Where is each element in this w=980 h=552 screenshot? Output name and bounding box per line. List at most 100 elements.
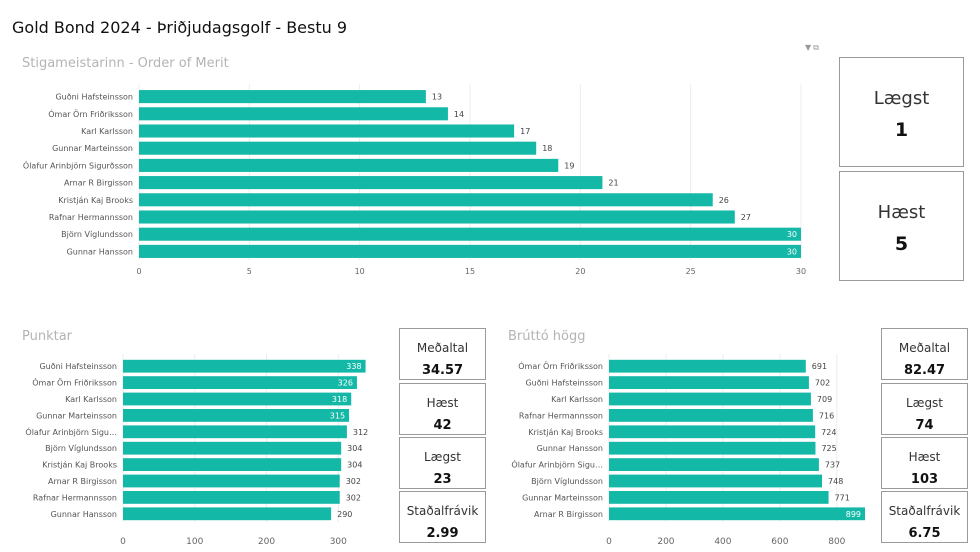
data-label: 312	[353, 428, 368, 437]
category-label: Karl Karlsson	[551, 395, 603, 404]
data-label: 18	[542, 144, 552, 153]
category-label: Gunnar Hansson	[67, 247, 133, 256]
data-label: 338	[346, 362, 361, 371]
x-tick-label: 400	[714, 537, 731, 547]
bar	[609, 425, 816, 439]
order-of-merit-title: Stigameistarinn - Order of Merit	[22, 56, 229, 71]
bar	[123, 392, 352, 406]
lowest-label: Lægst	[873, 88, 930, 109]
brutto-lowest-value: 74	[915, 418, 934, 433]
highest-value: 5	[894, 233, 909, 255]
x-tick-label: 25	[686, 267, 696, 276]
category-label: Gunnar Hansson	[537, 444, 603, 453]
category-label: Arnar R Birgisson	[48, 477, 117, 486]
bar	[123, 359, 366, 373]
data-label: 304	[347, 444, 362, 453]
category-label: Rafnar Hermannsson	[49, 213, 133, 222]
category-label: Ólafur Arinbjörn Sigu…	[25, 426, 117, 437]
data-label: 304	[347, 461, 362, 470]
data-label: 771	[835, 493, 850, 502]
visual-header-icons: ▼⧉	[805, 43, 821, 53]
data-label: 302	[346, 493, 361, 502]
bar	[139, 90, 426, 104]
category-label: Arnar R Birgisson	[64, 179, 133, 188]
brutto-average-card: Meðaltal 82.47	[881, 328, 968, 380]
x-tick-label: 800	[828, 537, 845, 547]
x-tick-label: 300	[330, 537, 347, 547]
bar	[123, 376, 357, 389]
bar	[609, 392, 811, 406]
brutto-highest-value: 103	[910, 472, 939, 487]
x-tick-label: 10	[355, 267, 365, 276]
category-label: Rafnar Hermannsson	[519, 411, 603, 420]
punktar-stddev-card: Staðalfrávik 2.99	[399, 491, 486, 543]
x-tick-label: 0	[136, 267, 141, 276]
punktar-lowest-value: 23	[433, 472, 452, 487]
category-label: Ómar Örn Friðriksson	[518, 360, 603, 371]
x-tick-label: 15	[465, 267, 475, 276]
bar	[609, 376, 809, 389]
punktar-highest-label: Hæst	[426, 396, 459, 410]
bar	[139, 227, 801, 241]
highest-card: Hæst 5	[839, 171, 964, 281]
category-label: Arnar R Birgisson	[534, 510, 603, 519]
x-tick-label: 100	[186, 537, 203, 547]
category-label: Karl Karlsson	[65, 395, 117, 404]
bar	[123, 441, 342, 455]
category-label: Kristján Kaj Brooks	[42, 461, 117, 470]
bar	[139, 141, 537, 155]
bar	[609, 409, 813, 422]
punktar-lowest-label: Lægst	[423, 450, 462, 464]
category-label: Kristján Kaj Brooks	[58, 196, 133, 205]
bar	[123, 491, 340, 504]
filter-icon[interactable]: ▼	[805, 43, 814, 52]
bar	[609, 458, 819, 471]
punktar-highest-card: Hæst 42	[399, 383, 486, 435]
bar	[139, 158, 559, 172]
focus-mode-icon[interactable]: ⧉	[813, 43, 821, 52]
data-label: 724	[821, 428, 836, 437]
data-label: 691	[812, 362, 827, 371]
page-title: Gold Bond 2024 - Þriðjudagsgolf - Bestu …	[12, 18, 348, 37]
data-label: 737	[825, 461, 840, 470]
x-tick-label: 5	[247, 267, 252, 276]
x-tick-label: 0	[606, 537, 612, 547]
data-label: 709	[817, 395, 832, 404]
brutto-title: Brúttó högg	[508, 329, 586, 344]
data-label: 315	[330, 411, 345, 420]
x-tick-label: 200	[657, 537, 674, 547]
data-label: 21	[608, 179, 618, 188]
punktar-average-card: Meðaltal 34.57	[399, 328, 486, 380]
punktar-title: Punktar	[22, 329, 73, 344]
brutto-stddev-value: 6.75	[908, 526, 941, 541]
x-tick-label: 200	[258, 537, 275, 547]
brutto-stddev-card: Staðalfrávik 6.75	[881, 491, 968, 543]
punktar-average-value: 34.57	[421, 363, 464, 378]
data-label: 14	[454, 110, 464, 119]
brutto-average-value: 82.47	[903, 363, 946, 378]
brutto-chart: 0 200 400 600 800 Ómar Örn Friðriksson 691 Guðn…	[511, 354, 866, 547]
bar	[123, 409, 350, 422]
bar	[139, 107, 448, 121]
category-label: Rafnar Hermannsson	[33, 493, 117, 502]
brutto-lowest-label: Lægst	[905, 396, 944, 410]
bar	[609, 474, 823, 488]
data-label: 26	[719, 196, 729, 205]
category-label: Gunnar Marteinsson	[52, 144, 133, 153]
data-label: 702	[815, 379, 830, 388]
category-label: Ómar Örn Friðriksson	[32, 377, 117, 388]
brutto-lowest-card: Lægst 74	[881, 383, 968, 435]
data-label: 899	[846, 510, 861, 519]
bar	[609, 441, 816, 455]
data-label: 30	[787, 247, 797, 256]
category-label: Guðni Hafsteinsson	[525, 379, 603, 388]
punktar-lowest-card: Lægst 23	[399, 437, 486, 489]
punktar-stddev-value: 2.99	[426, 526, 459, 541]
data-label: 17	[520, 127, 530, 136]
bar	[139, 176, 603, 190]
bar	[609, 491, 829, 504]
data-label: 318	[332, 395, 347, 404]
brutto-highest-card: Hæst 103	[881, 437, 968, 489]
x-tick-label: 0	[120, 537, 126, 547]
category-label: Ólafur Arinbjörn Sigurðsson	[23, 159, 133, 170]
